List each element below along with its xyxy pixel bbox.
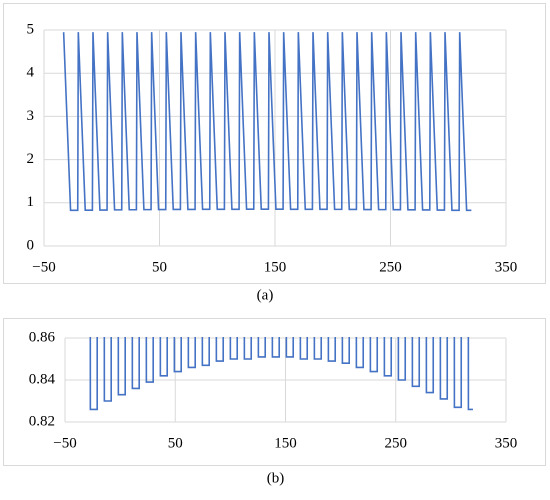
y-tick-label: 0.82 [29,413,55,429]
x-tick-label: −50 [32,259,55,275]
x-tick-label: 150 [274,435,297,451]
x-tick-label: 350 [495,259,518,275]
data-line [62,32,472,212]
y-tick-label: 0.84 [29,371,56,387]
y-tick-label: 0 [27,237,35,253]
x-tick-label: 50 [168,435,183,451]
data-line [89,337,473,411]
y-tick-label: 0.86 [29,329,56,345]
x-tick-label: 250 [379,259,402,275]
y-tick-label: 1 [27,194,35,210]
y-tick-label: 4 [27,65,35,81]
caption: (b) [267,470,285,486]
x-tick-label: 350 [495,435,518,451]
x-tick-label: 150 [264,259,287,275]
y-tick-label: 3 [27,108,35,124]
caption: (a) [257,287,274,303]
x-tick-label: 50 [152,259,167,275]
y-tick-label: 2 [27,151,35,167]
chart-frame [3,318,546,466]
x-tick-label: 250 [385,435,408,451]
chart-frame [3,3,546,284]
y-tick-label: 5 [27,21,35,37]
x-tick-label: −50 [53,435,76,451]
